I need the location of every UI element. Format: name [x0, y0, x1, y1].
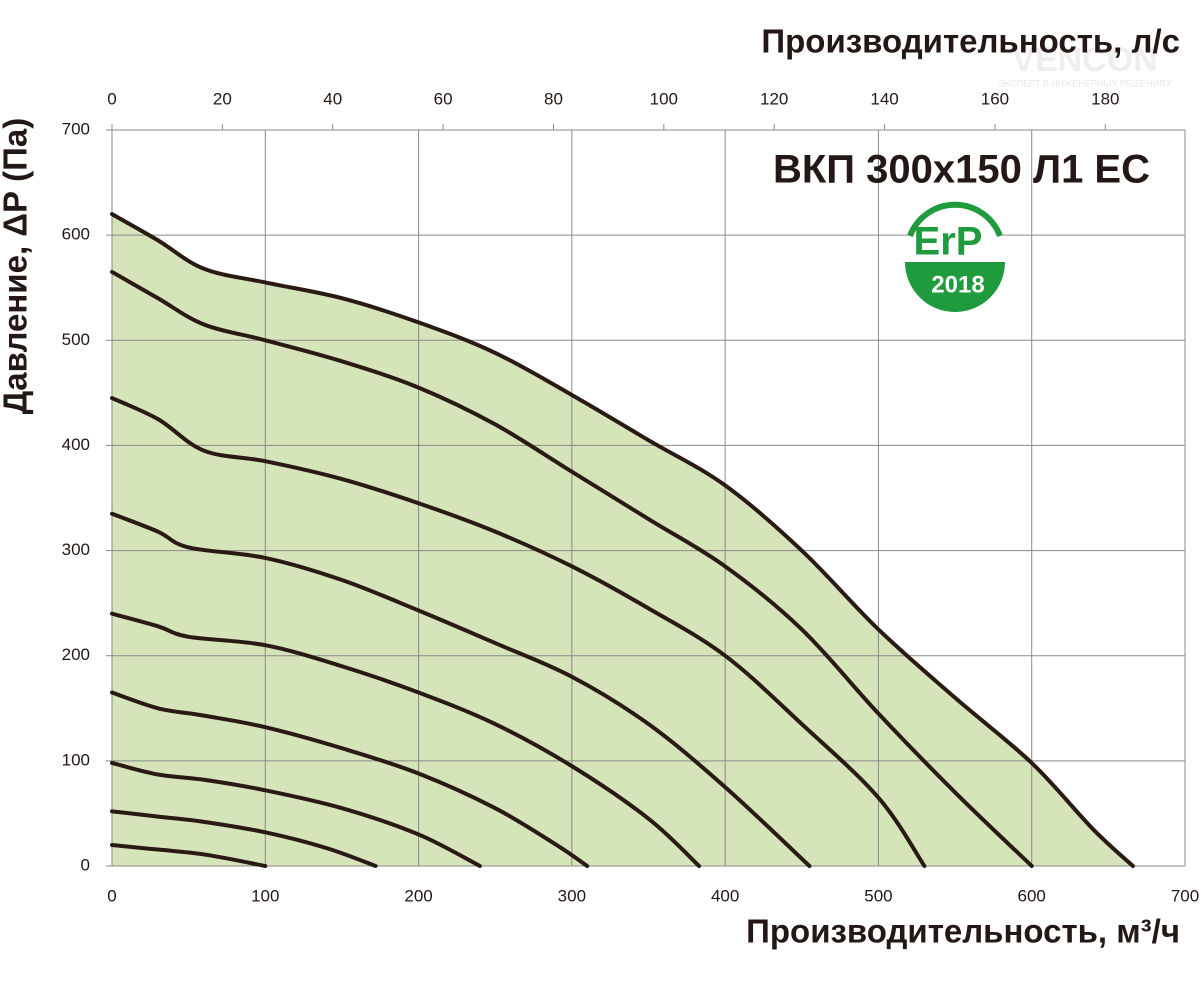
x-tick-label: 600 [1018, 886, 1046, 905]
y-tick-label: 500 [62, 330, 90, 349]
chart-title: ВКП 300х150 Л1 ЕС [773, 148, 1150, 192]
performance-curve [110, 212, 1135, 868]
y-tick-label: 0 [81, 855, 90, 874]
y-axis-title: Давление, ΔР (Па) [0, 118, 34, 414]
x-tick-label: 200 [404, 886, 432, 905]
performance-curve [110, 611, 702, 868]
performance-curve [110, 396, 927, 868]
y-tick-label: 600 [62, 225, 90, 244]
x2-tick-label: 0 [107, 89, 116, 108]
badge-year: 2018 [931, 271, 984, 298]
y-tick-label: 200 [62, 645, 90, 664]
watermark: VENCON ЭКСПЕРТ В ИНЖЕНЕРНЫХ РЕШЕНИЯХ [998, 41, 1171, 88]
x2-tick-label: 120 [760, 89, 788, 108]
badge-arc [907, 201, 1003, 238]
badge-label: ErP [914, 220, 983, 264]
x-tick-label: 100 [251, 886, 279, 905]
x-tick-label: 300 [558, 886, 586, 905]
badge-lower [905, 262, 1005, 312]
x-axis-title: Производительность, м³/ч [746, 913, 1180, 950]
x-tick-label: 0 [107, 886, 116, 905]
y-tick-label: 400 [62, 435, 90, 454]
performance-curve [110, 760, 482, 868]
x2-tick-label: 20 [213, 89, 232, 108]
watermark-slogan: ЭКСПЕРТ В ИНЖЕНЕРНЫХ РЕШЕНИЯХ [998, 78, 1171, 88]
x2-tick-label: 80 [544, 89, 563, 108]
erp-badge: ErP 2018 [902, 201, 1008, 312]
x2-axis-title: Производительность, л/с [761, 23, 1180, 60]
y-tick-label: 300 [62, 540, 90, 559]
x-tick-label: 700 [1171, 886, 1199, 905]
x2-tick-label: 60 [434, 89, 453, 108]
x2-tick-label: 140 [870, 89, 898, 108]
watermark-brand: VENCON [1012, 41, 1157, 79]
x2-tick-label: 40 [323, 89, 342, 108]
x2-tick-label: 100 [650, 89, 678, 108]
area-fill [112, 214, 1133, 867]
performance-curve [110, 690, 590, 868]
performance-curve [110, 269, 1034, 868]
y-tick-label: 700 [62, 119, 90, 138]
y-tick-label: 100 [62, 750, 90, 769]
performance-curve [110, 511, 812, 868]
performance-curve [110, 842, 268, 868]
x2-tick-label: 160 [981, 89, 1009, 108]
x2-tick-label: 180 [1091, 89, 1119, 108]
x-tick-label: 400 [711, 886, 739, 905]
performance-curve [110, 809, 378, 868]
x-tick-label: 500 [864, 886, 892, 905]
